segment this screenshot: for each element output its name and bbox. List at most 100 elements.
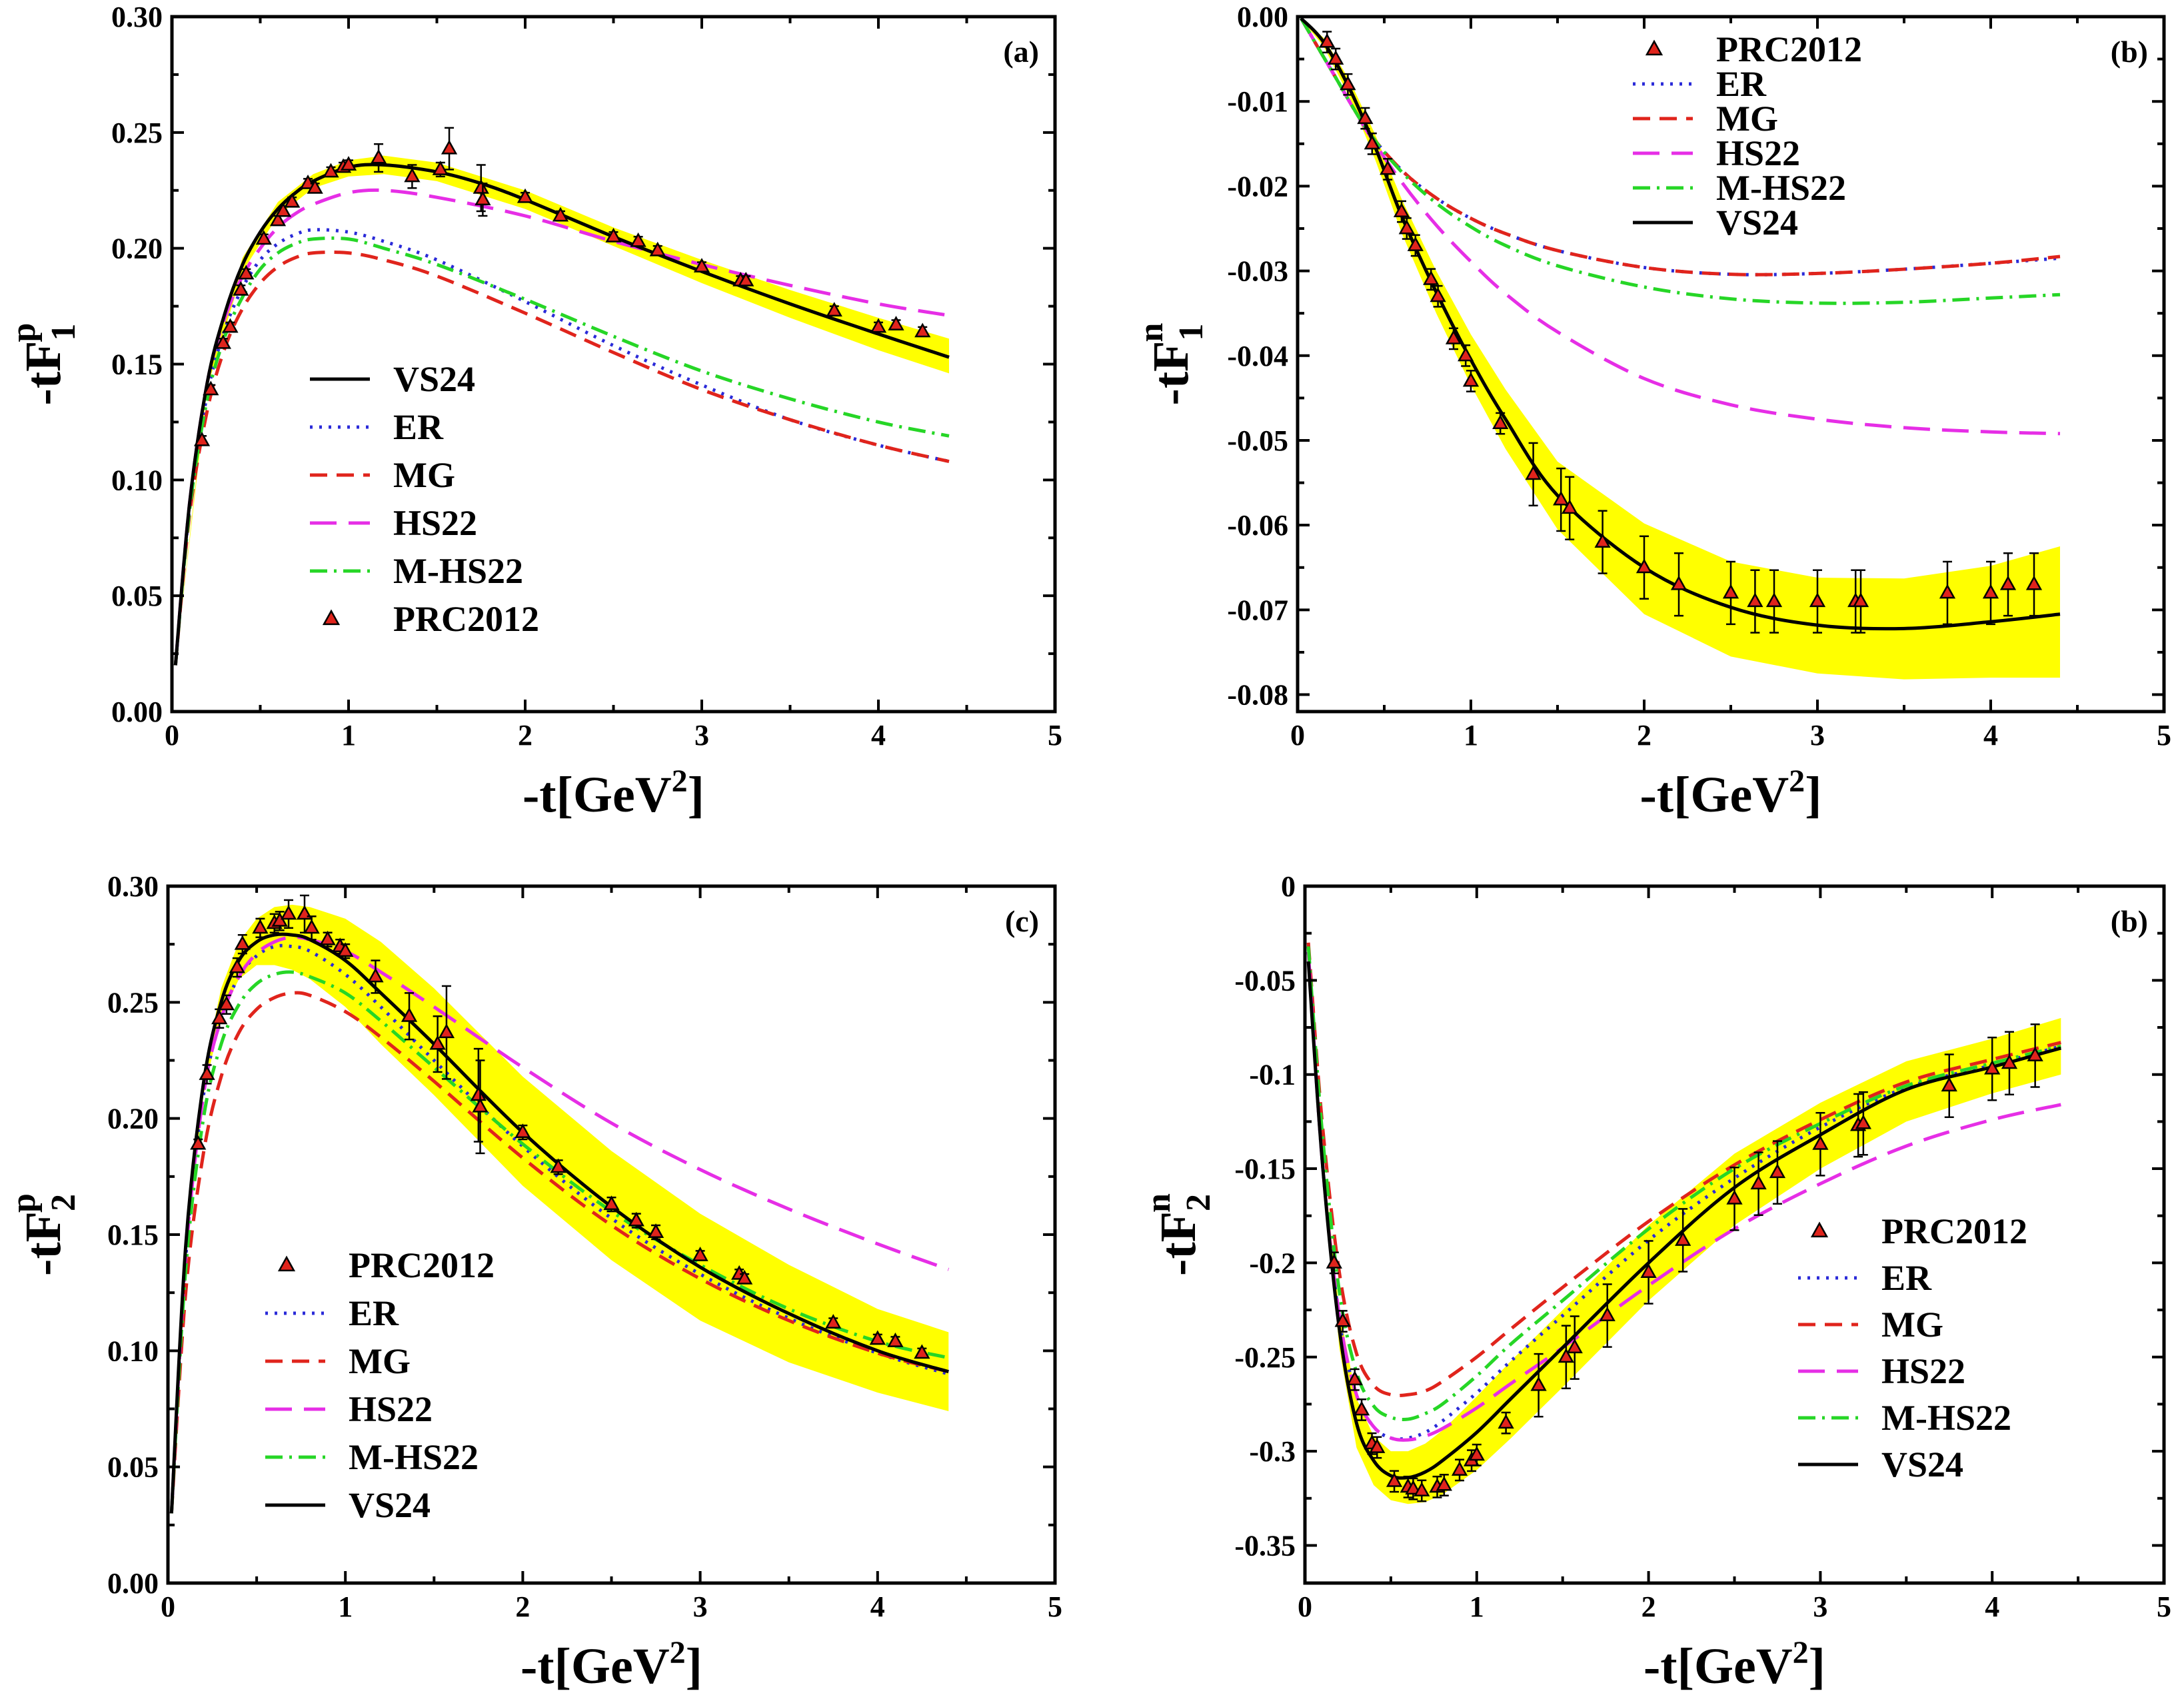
data-point xyxy=(303,919,320,934)
data-point xyxy=(255,230,272,245)
x-tick-label: 4 xyxy=(1983,719,1998,752)
legend-label: ER xyxy=(1881,1258,1932,1298)
uncertainty-band xyxy=(1301,17,2060,680)
x-tick-label: 4 xyxy=(871,719,886,752)
x-tick-label: 2 xyxy=(1637,719,1651,752)
data-point xyxy=(252,919,269,934)
data-point xyxy=(1566,1339,1583,1354)
legend-label: M-HS22 xyxy=(1881,1398,2011,1438)
series-line-er xyxy=(173,228,950,666)
data-point xyxy=(2027,1047,2043,1061)
y-tick-label: 0.00 xyxy=(107,1567,159,1600)
series-line-hs22 xyxy=(173,188,950,666)
series-line-m-hs22 xyxy=(1306,946,2061,1421)
legend-label: MG xyxy=(1881,1305,1943,1345)
data-point xyxy=(1326,1254,1342,1269)
data-point xyxy=(475,191,491,206)
data-point xyxy=(1430,287,1446,302)
data-point xyxy=(203,380,219,396)
data-point xyxy=(1982,584,1999,599)
panel-tag: (c) xyxy=(1005,904,1039,938)
x-tick-label: 3 xyxy=(1813,1590,1827,1623)
data-point xyxy=(238,265,255,280)
data-point xyxy=(888,316,904,330)
data-point xyxy=(552,207,569,222)
data-point xyxy=(215,334,231,349)
data-points-prc2012 xyxy=(1326,1023,2043,1502)
data-point xyxy=(218,995,235,1011)
data-point xyxy=(271,911,288,927)
x-tick-label: 4 xyxy=(870,1590,885,1623)
uncertainty-band xyxy=(171,904,949,1514)
x-tick-label: 3 xyxy=(693,1590,708,1623)
legend-label: VS24 xyxy=(1881,1444,1963,1484)
x-tick-label: 5 xyxy=(2157,1590,2171,1623)
data-point xyxy=(432,161,449,175)
data-point xyxy=(233,281,249,296)
data-point xyxy=(1939,584,1956,599)
y-tick-label: -0.3 xyxy=(1249,1435,1296,1468)
data-point xyxy=(1492,414,1509,429)
legend-marker xyxy=(277,1255,296,1272)
series-line-hs22 xyxy=(1300,17,2061,436)
data-point xyxy=(1405,1480,1422,1495)
data-point xyxy=(603,1195,620,1211)
y-tick-label: -0.07 xyxy=(1227,594,1288,626)
legend-label: ER xyxy=(349,1293,399,1333)
legend-label: M-HS22 xyxy=(393,551,523,591)
y-axis-label: -tF1p xyxy=(5,323,83,406)
series-line-m-hs22 xyxy=(169,970,949,1514)
data-point xyxy=(914,322,931,338)
data-point xyxy=(429,1035,446,1050)
data-point xyxy=(401,1007,418,1022)
x-tick-label: 2 xyxy=(1641,1590,1656,1623)
data-point xyxy=(280,905,297,920)
y-axis-label: -tF2n xyxy=(1140,1193,1218,1276)
data-point xyxy=(404,167,421,183)
data-point xyxy=(1334,1312,1351,1327)
legend-label: MG xyxy=(393,455,455,495)
data-point xyxy=(1594,533,1611,548)
data-point xyxy=(1380,160,1396,175)
x-tick-label: 5 xyxy=(2157,719,2171,752)
y-tick-label: 0.15 xyxy=(111,348,163,381)
panel-3: 0 1 2 3 4 5 0.00 0.05 0.10 0.15 0.20 0.25 0.30 (c) -t[… xyxy=(5,870,1062,1694)
data-point xyxy=(1553,490,1570,506)
y-tick-label: -0.08 xyxy=(1227,679,1288,712)
data-point xyxy=(1319,33,1336,48)
data-point xyxy=(1346,1371,1363,1386)
data-point xyxy=(1498,1414,1514,1429)
y-tick-label: 0.30 xyxy=(111,1,163,33)
data-point xyxy=(692,1247,708,1261)
data-point xyxy=(319,930,336,945)
data-point xyxy=(470,1086,487,1101)
panel-tag: (b) xyxy=(2111,35,2148,69)
data-point xyxy=(1999,575,2017,590)
legend-label: ER xyxy=(393,407,444,447)
data-point xyxy=(1599,1307,1616,1322)
y-axis-label: -tF1n xyxy=(1132,322,1210,405)
data-point xyxy=(1357,109,1374,125)
data-point xyxy=(1562,499,1578,514)
data-point xyxy=(1468,1446,1485,1461)
data-point xyxy=(630,232,646,247)
legend-label: M-HS22 xyxy=(349,1437,479,1477)
x-axis-label: -t[GeV2] xyxy=(1643,1635,1825,1694)
series-line-m-hs22 xyxy=(173,236,950,666)
y-tick-label: -0.06 xyxy=(1227,509,1288,542)
data-point xyxy=(550,1158,566,1173)
data-point xyxy=(914,1344,930,1359)
series-line-er xyxy=(1300,17,2061,277)
y-tick-label: 0.25 xyxy=(107,986,159,1019)
data-point xyxy=(307,179,323,194)
data-point xyxy=(1451,1461,1468,1476)
panel-1: 0 1 2 3 4 5 0.00 0.05 0.10 0.15 0.20 0.25 0.30 (a) -t[… xyxy=(5,1,1062,823)
data-point xyxy=(1640,1263,1657,1278)
y-tick-label: 0.00 xyxy=(111,696,163,728)
legend-label: M-HS22 xyxy=(1716,168,1846,208)
data-points-prc2012 xyxy=(190,894,930,1359)
panel-tag: (b) xyxy=(2111,904,2148,938)
